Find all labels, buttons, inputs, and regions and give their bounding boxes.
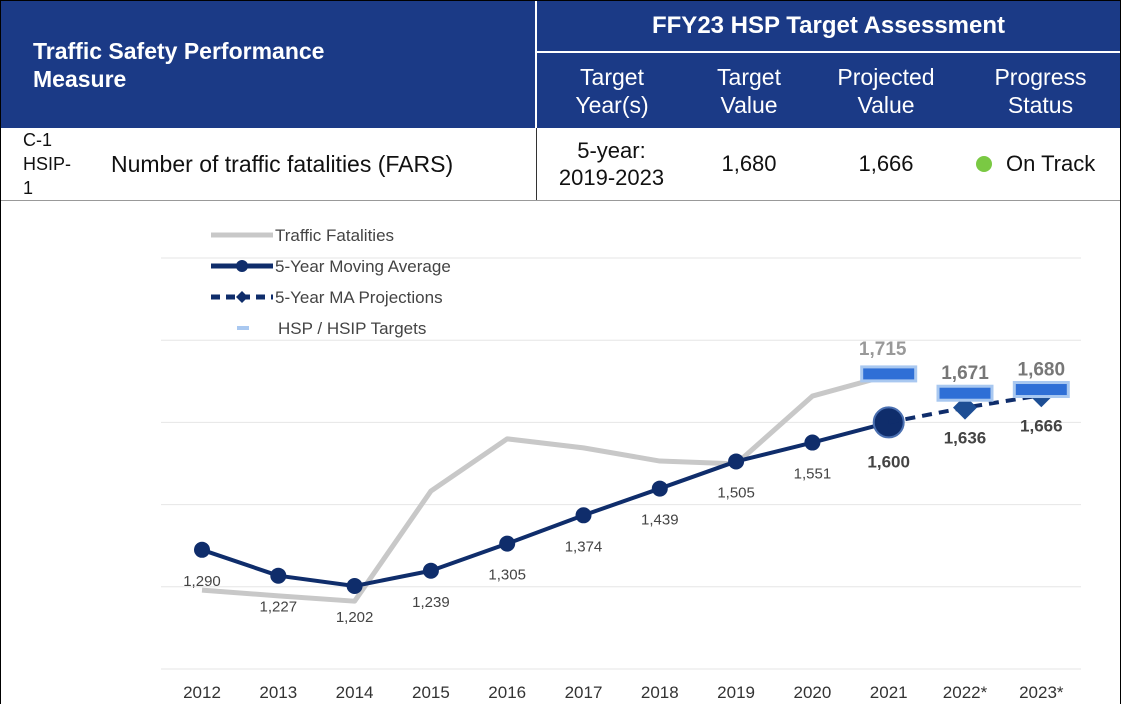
x-tick-label: 2016 [488, 683, 526, 702]
legend-label: Traffic Fatalities [275, 226, 394, 245]
legend-label: 5-Year MA Projections [275, 288, 443, 307]
row-years: 5-year: 2019-2023 [536, 128, 686, 200]
data-label: 1,636 [944, 429, 987, 448]
col-header-text: Projected Value [837, 63, 935, 118]
legend-marker [236, 291, 248, 303]
data-label: 1,505 [717, 484, 755, 501]
col-header-text: Progress Status [994, 63, 1087, 118]
status-dot [976, 156, 992, 172]
x-tick-label: 2017 [565, 683, 603, 702]
ma-point [270, 567, 287, 584]
target-bar [860, 365, 918, 383]
col-header: Projected Value [811, 53, 961, 128]
row-code-text: C-1 HSIP-1 [23, 130, 72, 198]
x-tick-label: 2023* [1019, 683, 1064, 702]
x-tick-label: 2021 [870, 683, 908, 702]
data-label: 1,671 [941, 363, 989, 384]
data-label: 1,202 [336, 609, 374, 626]
measure-header-text: Traffic Safety Performance Measure [33, 37, 325, 92]
ma-point [804, 434, 821, 451]
data-label: 1,290 [183, 573, 221, 590]
col-header: Target Value [687, 53, 811, 128]
row-code: C-1 HSIP-1 [23, 128, 103, 200]
data-label: 1,680 [1018, 360, 1066, 381]
row-target: 1,680 [721, 151, 777, 176]
col-header: Progress Status [961, 53, 1120, 128]
row-years-text: 5-year: 2019-2023 [558, 138, 665, 190]
series-line [201, 420, 890, 588]
series-line [201, 372, 890, 604]
col-header-text: Target Year(s) [575, 63, 649, 118]
x-tick-label: 2020 [793, 683, 831, 702]
legend-marker [236, 260, 248, 272]
ma-point [346, 577, 363, 594]
x-tick-label: 2018 [641, 683, 679, 702]
x-tick-label: 2019 [717, 683, 755, 702]
legend-label: 5-Year Moving Average [275, 257, 451, 276]
row-status: On Track [976, 128, 1116, 200]
legend-label: HSP / HSIP Targets [278, 319, 426, 338]
x-tick-label: 2015 [412, 683, 450, 702]
data-label: 1,239 [412, 594, 450, 611]
x-tick-label: 2022* [943, 683, 988, 702]
chart: 2012 2013 2014 2015 2016 2017 2018 2019 2020 2021… [161, 226, 1081, 702]
data-label: 1,227 [260, 599, 298, 616]
x-tick-label: 2013 [259, 683, 297, 702]
ma-point [499, 535, 516, 552]
data-label: 1,305 [488, 567, 526, 584]
data-label: 1,600 [867, 452, 910, 471]
status-text: On Track [1006, 151, 1096, 176]
target-bar [1012, 381, 1070, 399]
x-tick-label: 2014 [336, 683, 374, 702]
target-bar [936, 384, 994, 402]
measure-header: Traffic Safety Performance Measure [1, 1, 535, 128]
col-header-text: Target Value [717, 63, 781, 118]
data-label: 1,666 [1020, 416, 1063, 435]
ma-point [194, 541, 210, 558]
assessment-header: FFY23 HSP Target Assessment [537, 1, 1120, 53]
divider [1, 200, 1120, 201]
data-label: 1,551 [794, 466, 832, 483]
row-measure: Number of traffic fatalities (FARS) [111, 150, 454, 177]
data-label: 1,374 [565, 538, 603, 555]
ma-point [728, 453, 745, 470]
x-tick-label: 2012 [183, 683, 221, 702]
data-label: 1,715 [859, 339, 907, 360]
col-header: Target Year(s) [537, 53, 687, 128]
ma-point [651, 480, 668, 497]
row-projected: 1,666 [858, 151, 914, 176]
data-label: 1,439 [641, 512, 679, 529]
ma-point [422, 562, 439, 579]
ma-point [575, 507, 592, 524]
